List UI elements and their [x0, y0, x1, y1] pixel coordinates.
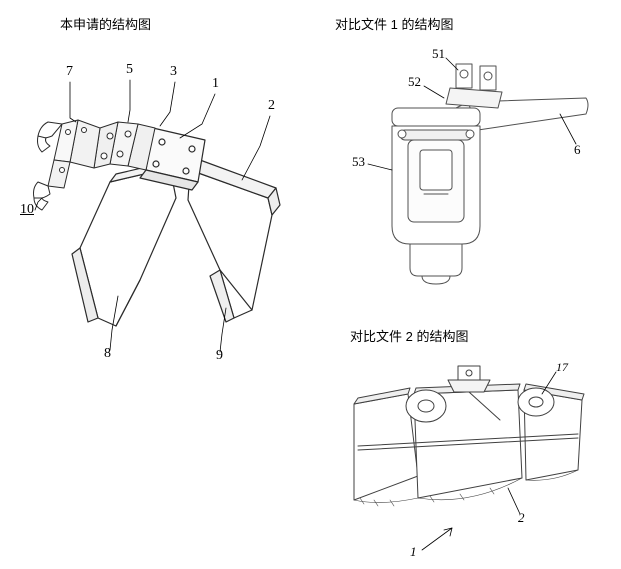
- label-7: 7: [66, 64, 73, 80]
- r1-label-52: 52: [408, 74, 421, 90]
- title-right2: 对比文件 2 的结构图: [350, 326, 468, 345]
- title-right1: 对比文件 1 的结构图: [335, 14, 453, 33]
- label-10: 10: [20, 202, 34, 218]
- figure-right1: 51 52 53 6: [338, 44, 606, 294]
- figure-left: 7 5 3 1 2 10 8 9: [20, 50, 310, 360]
- label-2: 2: [268, 98, 275, 114]
- r1-label-6: 6: [574, 142, 581, 158]
- label-9: 9: [216, 348, 223, 364]
- page: 本申请的结构图 对比文件 1 的结构图 对比文件 2 的结构图: [0, 0, 621, 569]
- r1-label-53: 53: [352, 154, 365, 170]
- r2-label-1: 1: [410, 544, 417, 560]
- label-1: 1: [212, 76, 219, 92]
- label-3: 3: [170, 64, 177, 80]
- r2-label-2: 2: [518, 510, 525, 526]
- label-8: 8: [104, 346, 111, 362]
- label-5: 5: [126, 62, 133, 78]
- figure-right2: 17 1 2: [330, 350, 610, 560]
- r1-label-51: 51: [432, 46, 445, 62]
- figure-left-svg: [20, 50, 310, 360]
- r2-label-17: 17: [556, 360, 568, 375]
- figure-right1-svg: [338, 44, 606, 294]
- figure-right2-svg: [330, 350, 610, 560]
- title-left: 本申请的结构图: [60, 14, 151, 33]
